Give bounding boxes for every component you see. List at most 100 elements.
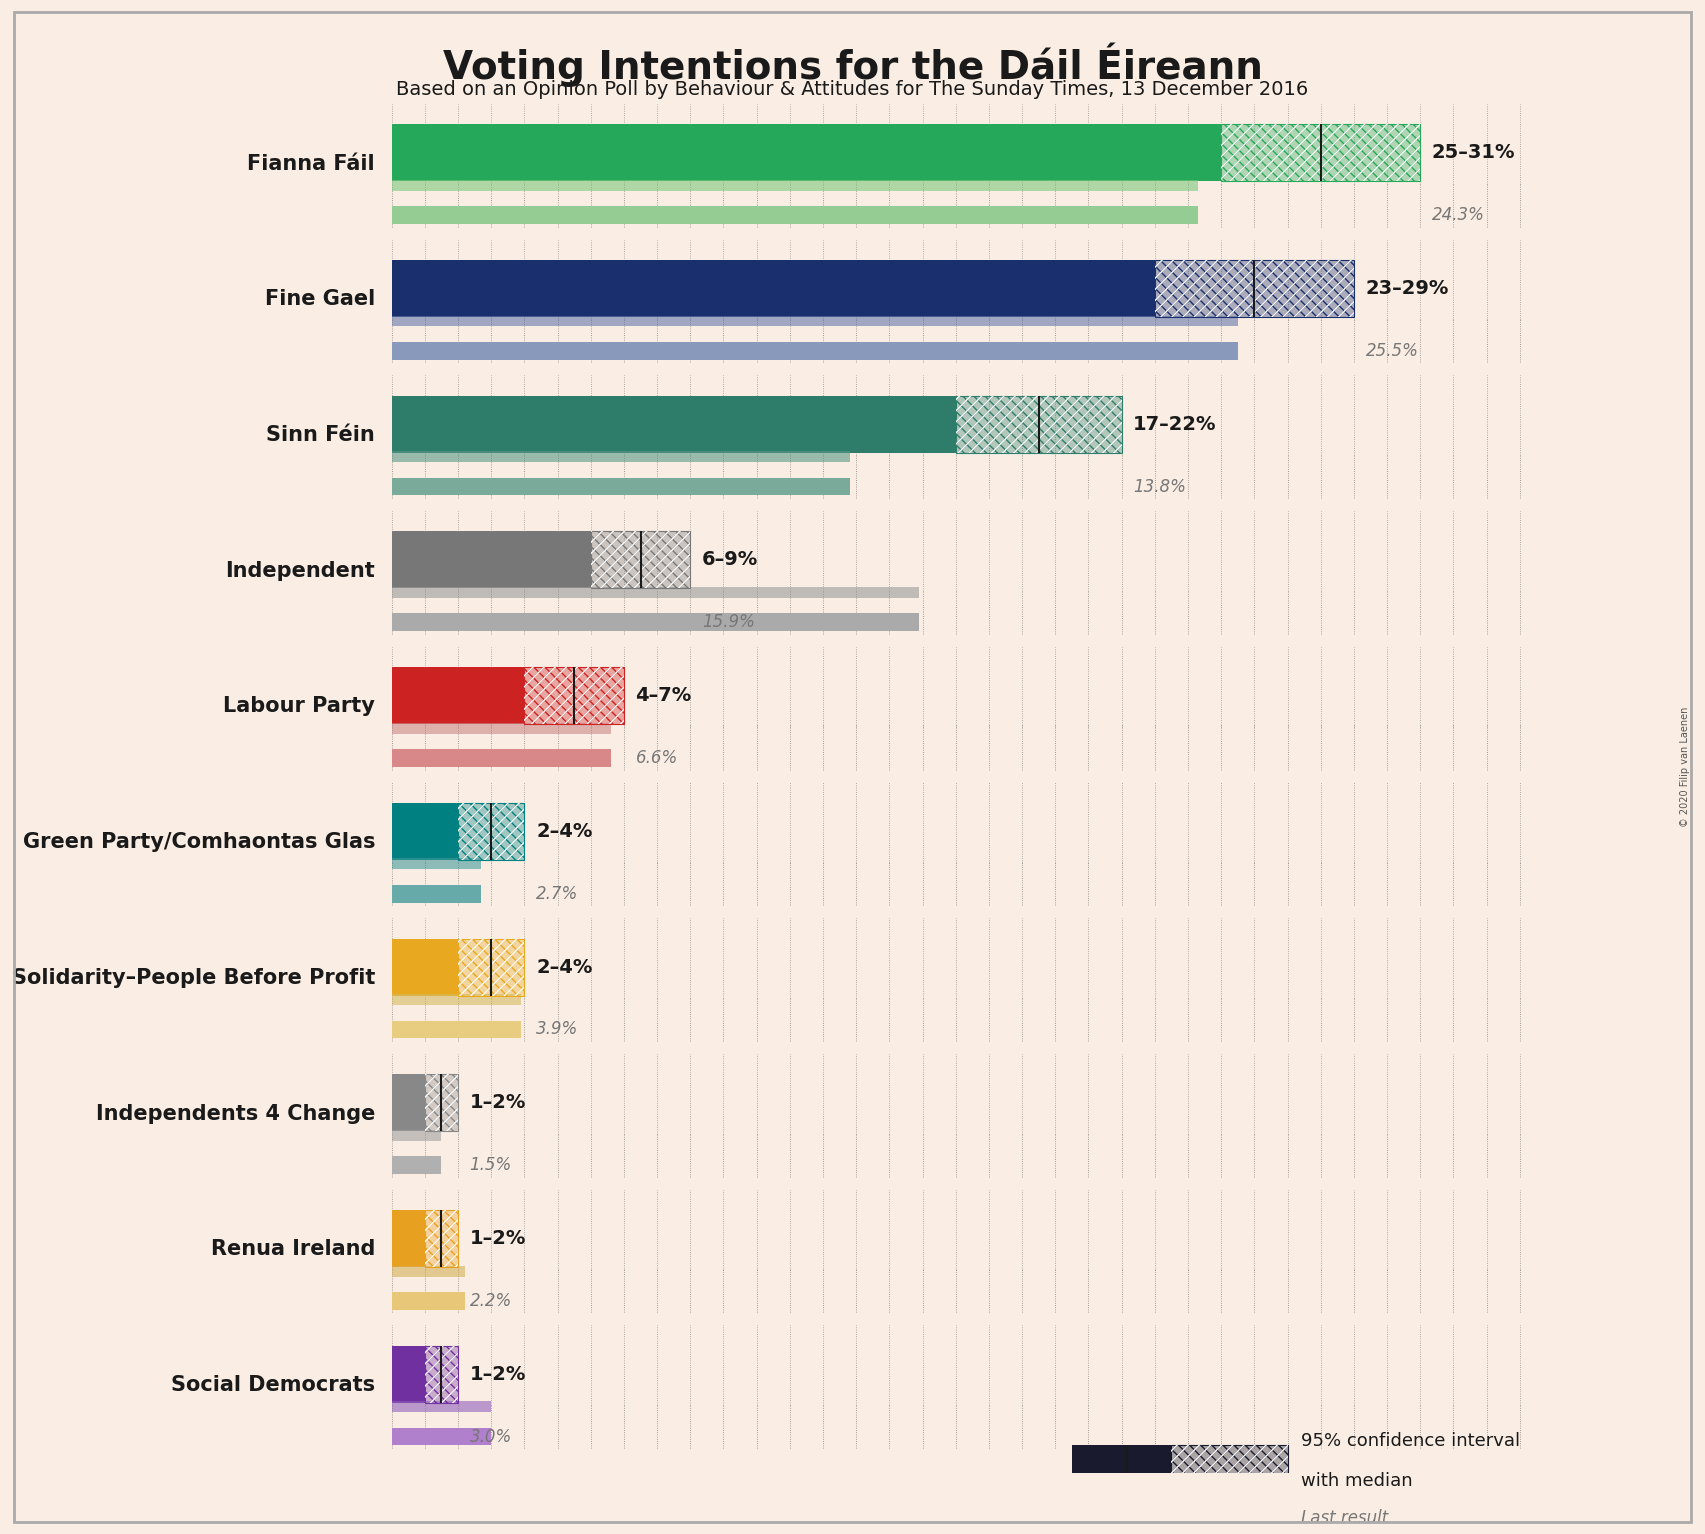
- Text: 6.6%: 6.6%: [636, 749, 679, 767]
- Text: 24.3%: 24.3%: [1432, 206, 1485, 224]
- Text: Last result: Last result: [1301, 1509, 1388, 1528]
- Text: 1–2%: 1–2%: [469, 1229, 527, 1249]
- Text: Sinn Féin: Sinn Féin: [266, 425, 375, 445]
- Bar: [392, 451, 849, 462]
- Text: 25.5%: 25.5%: [1366, 342, 1419, 360]
- Bar: [392, 885, 481, 902]
- Bar: [392, 1402, 491, 1413]
- Bar: [1154, 259, 1354, 318]
- Bar: [1221, 124, 1420, 181]
- Text: 2.2%: 2.2%: [469, 1292, 512, 1310]
- Bar: [459, 939, 525, 996]
- Text: 1–2%: 1–2%: [469, 1094, 527, 1112]
- Bar: [392, 723, 610, 733]
- Bar: [392, 1428, 491, 1445]
- Bar: [425, 1345, 459, 1402]
- Bar: [392, 1345, 425, 1402]
- Bar: [392, 477, 849, 495]
- Text: 13.8%: 13.8%: [1134, 477, 1187, 495]
- Bar: [1154, 259, 1354, 318]
- Text: © 2020 Filip van Laenen: © 2020 Filip van Laenen: [1679, 707, 1690, 827]
- Bar: [392, 1292, 465, 1310]
- Bar: [425, 1210, 459, 1267]
- Bar: [392, 1020, 522, 1039]
- Text: 17–22%: 17–22%: [1134, 414, 1217, 434]
- Bar: [392, 259, 1154, 318]
- Bar: [1171, 1445, 1287, 1496]
- Bar: [459, 939, 525, 996]
- Bar: [1171, 1445, 1287, 1496]
- Text: Based on an Opinion Poll by Behaviour & Attitudes for The Sunday Times, 13 Decem: Based on an Opinion Poll by Behaviour & …: [396, 80, 1309, 98]
- Bar: [392, 1074, 425, 1131]
- Bar: [1221, 124, 1420, 181]
- Bar: [392, 1157, 442, 1174]
- Bar: [590, 531, 691, 589]
- Text: Solidarity–People Before Profit: Solidarity–People Before Profit: [12, 968, 375, 988]
- Text: 6–9%: 6–9%: [702, 551, 759, 569]
- Bar: [957, 396, 1122, 453]
- Text: 25–31%: 25–31%: [1432, 143, 1516, 163]
- Bar: [392, 1210, 425, 1267]
- Bar: [525, 667, 624, 724]
- Bar: [392, 1266, 465, 1276]
- Bar: [425, 1074, 459, 1131]
- Bar: [392, 614, 919, 630]
- Text: 3.9%: 3.9%: [535, 1020, 578, 1039]
- Bar: [392, 588, 919, 598]
- Text: 4–7%: 4–7%: [636, 686, 692, 706]
- Bar: [525, 667, 624, 724]
- Text: 1.5%: 1.5%: [469, 1157, 512, 1174]
- Bar: [590, 531, 691, 589]
- Text: 3.0%: 3.0%: [469, 1428, 512, 1445]
- Text: 2.7%: 2.7%: [535, 885, 578, 902]
- Bar: [425, 1210, 459, 1267]
- Text: Green Party/Comhaontas Glas: Green Party/Comhaontas Glas: [22, 831, 375, 853]
- Bar: [392, 1131, 442, 1141]
- Bar: [590, 531, 691, 589]
- Bar: [459, 802, 525, 861]
- Bar: [425, 1074, 459, 1131]
- Bar: [392, 316, 1238, 327]
- Text: 2–4%: 2–4%: [535, 822, 592, 841]
- Text: Fianna Fáil: Fianna Fáil: [247, 153, 375, 173]
- Bar: [459, 939, 525, 996]
- Text: Renua Ireland: Renua Ireland: [211, 1239, 375, 1259]
- Bar: [392, 859, 481, 870]
- Bar: [1072, 1445, 1171, 1496]
- Text: 2–4%: 2–4%: [535, 957, 592, 977]
- Text: Fine Gael: Fine Gael: [264, 290, 375, 310]
- Bar: [525, 667, 624, 724]
- Text: Voting Intentions for the Dáil Éireann: Voting Intentions for the Dáil Éireann: [443, 43, 1262, 87]
- Text: Independents 4 Change: Independents 4 Change: [95, 1103, 375, 1123]
- Bar: [459, 802, 525, 861]
- Bar: [425, 1074, 459, 1131]
- Text: Independent: Independent: [225, 561, 375, 581]
- Bar: [1171, 1445, 1287, 1496]
- Bar: [957, 396, 1122, 453]
- Bar: [392, 994, 522, 1005]
- Bar: [392, 342, 1238, 359]
- Bar: [425, 1345, 459, 1402]
- Bar: [392, 206, 1199, 224]
- Bar: [1072, 1509, 1287, 1526]
- Bar: [1221, 124, 1420, 181]
- Bar: [957, 396, 1122, 453]
- Text: 15.9%: 15.9%: [702, 614, 755, 632]
- Text: 23–29%: 23–29%: [1366, 279, 1449, 298]
- Text: 95% confidence interval: 95% confidence interval: [1301, 1431, 1519, 1450]
- Bar: [392, 179, 1199, 190]
- Bar: [425, 1210, 459, 1267]
- Text: Labour Party: Labour Party: [223, 696, 375, 716]
- Bar: [392, 939, 459, 996]
- Bar: [392, 124, 1221, 181]
- Bar: [459, 802, 525, 861]
- Text: Social Democrats: Social Democrats: [170, 1374, 375, 1394]
- Bar: [425, 1345, 459, 1402]
- Bar: [392, 396, 957, 453]
- Text: with median: with median: [1301, 1473, 1412, 1491]
- Bar: [392, 749, 610, 767]
- Bar: [392, 531, 590, 589]
- Bar: [392, 667, 525, 724]
- Bar: [392, 802, 459, 861]
- Text: 1–2%: 1–2%: [469, 1365, 527, 1384]
